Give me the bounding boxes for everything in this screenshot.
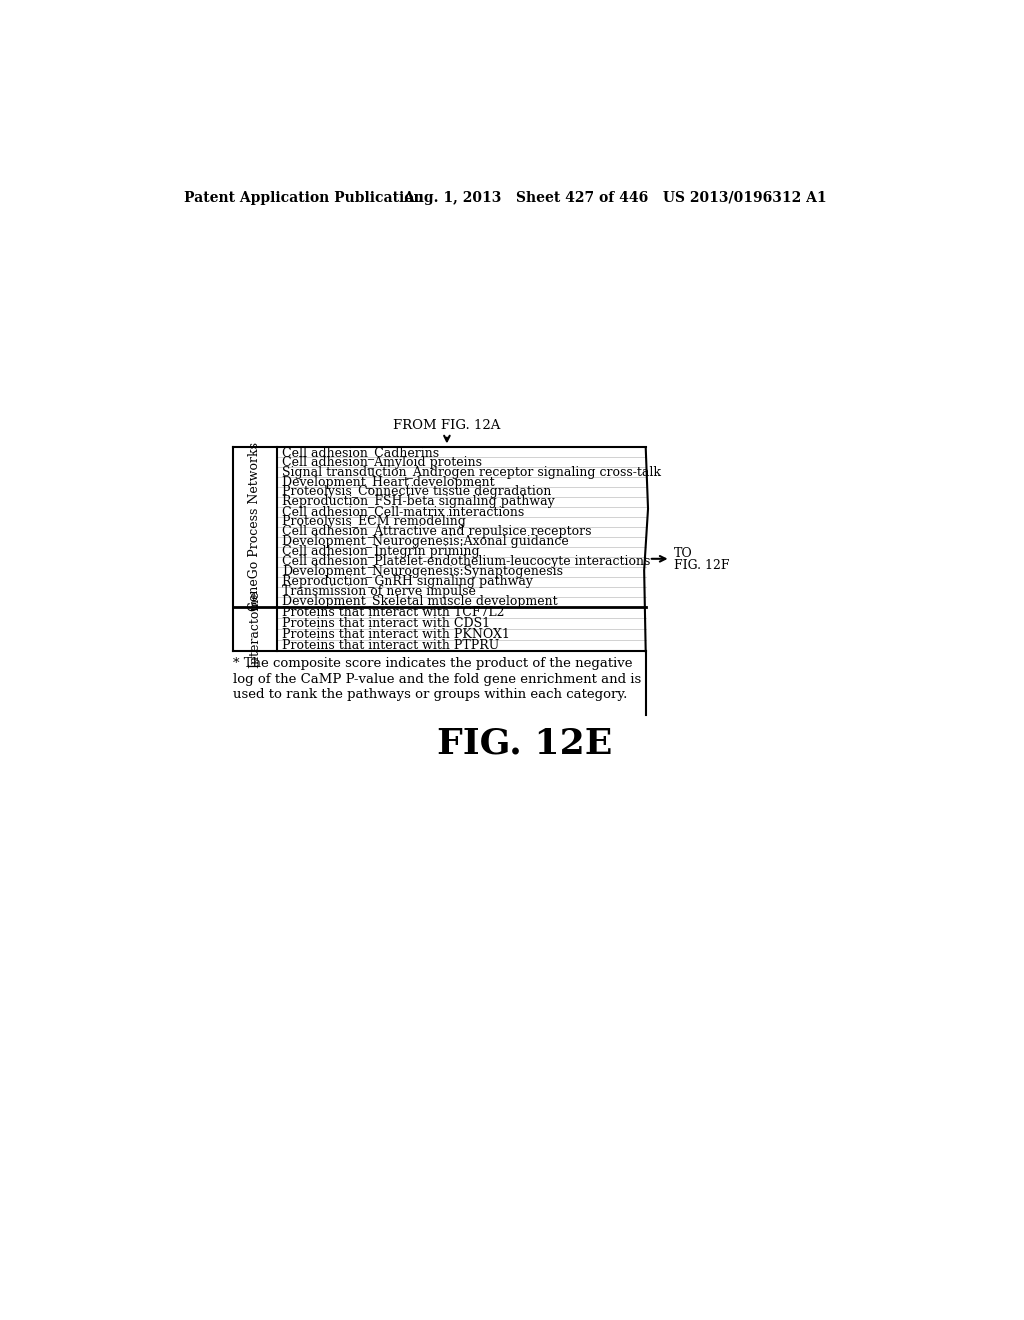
Text: Proteolysis_ECM remodeling: Proteolysis_ECM remodeling [283,515,466,528]
Text: used to rank the pathways or groups within each category.: used to rank the pathways or groups with… [232,688,627,701]
Text: Aug. 1, 2013   Sheet 427 of 446   US 2013/0196312 A1: Aug. 1, 2013 Sheet 427 of 446 US 2013/01… [403,191,826,205]
Text: Patent Application Publication: Patent Application Publication [183,191,424,205]
Text: Interactome: Interactome [248,590,261,668]
Text: Cell adhesion_Attractive and repulsice receptors: Cell adhesion_Attractive and repulsice r… [283,525,592,539]
Text: Development_Heart development: Development_Heart development [283,475,495,488]
Text: Cell adhesion_Cell-matrix interactions: Cell adhesion_Cell-matrix interactions [283,506,524,519]
Text: Cell adhesion_Integrin priming: Cell adhesion_Integrin priming [283,545,480,558]
Text: GeneGo Process Networks: GeneGo Process Networks [248,442,261,611]
Text: Reproduction_FSH-beta signaling pathway: Reproduction_FSH-beta signaling pathway [283,495,555,508]
Text: Proteins that interact with CDS1: Proteins that interact with CDS1 [283,616,490,630]
Text: Cell adhesion_Cadherins: Cell adhesion_Cadherins [283,446,439,458]
Text: TO: TO [675,546,693,560]
Text: Development_Neurogenesis:Axonal guidance: Development_Neurogenesis:Axonal guidance [283,536,569,548]
Text: FIG. 12E: FIG. 12E [437,726,612,760]
Text: Proteins that interact with TCF7L2: Proteins that interact with TCF7L2 [283,606,505,619]
Text: Cell adhesion_Amyloid proteins: Cell adhesion_Amyloid proteins [283,455,482,469]
Text: Reproduction_GnRH signaling pathway: Reproduction_GnRH signaling pathway [283,576,534,589]
Text: Development_Skeletal muscle development: Development_Skeletal muscle development [283,595,558,609]
Text: log of the CaMP P-value and the fold gene enrichment and is: log of the CaMP P-value and the fold gen… [232,673,641,686]
Text: FROM FIG. 12A: FROM FIG. 12A [393,418,501,432]
Text: Development_Neurogenesis:Synaptogenesis: Development_Neurogenesis:Synaptogenesis [283,565,563,578]
Text: Proteolysis_Connective tissue degradation: Proteolysis_Connective tissue degradatio… [283,486,552,499]
Text: Transmission of nerve impulse: Transmission of nerve impulse [283,585,476,598]
Text: * The composite score indicates the product of the negative: * The composite score indicates the prod… [232,657,632,671]
Text: Proteins that interact with PTPRU: Proteins that interact with PTPRU [283,639,500,652]
Text: Cell adhesion_Platelet-endothelium-leucocyte interactions: Cell adhesion_Platelet-endothelium-leuco… [283,556,650,568]
Text: FIG. 12F: FIG. 12F [675,560,730,573]
Text: Signal transduction_Androgen receptor signaling cross-talk: Signal transduction_Androgen receptor si… [283,466,662,479]
Text: Proteins that interact with PKNOX1: Proteins that interact with PKNOX1 [283,628,510,642]
